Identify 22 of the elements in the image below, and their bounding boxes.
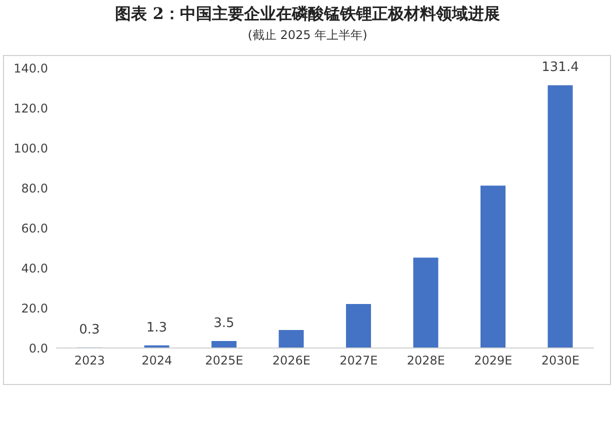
- x-tick-label: 2030E: [541, 354, 580, 368]
- x-tick-label: 2023: [74, 354, 105, 368]
- y-tick-label: 120.0: [14, 101, 48, 116]
- data-label: 3.5: [214, 316, 234, 331]
- chart-title: 图表 2：中国主要企业在磷酸锰铁锂正极材料领域进展: [114, 3, 501, 25]
- x-tick-label: 2026E: [272, 354, 310, 368]
- y-tick-label: 100.0: [14, 141, 48, 156]
- y-tick-label: 0.0: [28, 341, 48, 356]
- data-label: 1.3: [146, 320, 168, 336]
- x-tick-label: 2024: [142, 354, 172, 368]
- y-tick-label: 140.0: [14, 61, 48, 76]
- y-tick-label: 80.0: [21, 181, 48, 196]
- y-tick-label: 40.0: [21, 261, 48, 276]
- chart-subtitle: (截止 2025 年上半年): [246, 27, 368, 44]
- y-tick-label: 20.0: [21, 301, 48, 316]
- data-label: 131.4: [542, 60, 579, 76]
- data-label: 0.3: [79, 322, 100, 338]
- y-tick-label: 60.0: [21, 221, 48, 236]
- x-tick-label: 2028E: [406, 354, 445, 368]
- x-tick-label: 2029E: [474, 354, 512, 368]
- x-tick-label: 2025E: [205, 354, 244, 368]
- x-tick-label: 2027E: [340, 354, 378, 368]
